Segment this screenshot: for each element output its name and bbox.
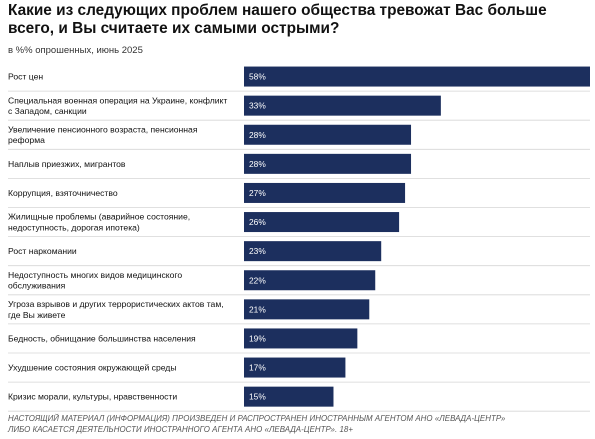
- bar: [244, 212, 400, 233]
- value-label: 22%: [249, 275, 266, 285]
- value-label: 58%: [249, 72, 266, 82]
- bar: [244, 299, 370, 320]
- bar: [244, 270, 376, 291]
- disclaimer-line-2: ЛИБО КАСАЕТСЯ ДЕЯТЕЛЬНОСТИ ИНОСТРАННОГО …: [8, 424, 354, 434]
- category-label: Рост наркомании: [8, 246, 77, 256]
- disclaimer-line-1: НАСТОЯЩИЙ МАТЕРИАЛ (ИНФОРМАЦИЯ) ПРОИЗВЕД…: [8, 414, 506, 423]
- category-label: Бедность, обнищание большинства населени…: [8, 333, 196, 343]
- value-label: 17%: [249, 363, 266, 373]
- category-label: Угроза взрывов и других террористических…: [8, 299, 224, 320]
- value-label: 21%: [249, 304, 266, 314]
- chart-subtitle: в %% опрошенных, июнь 2025: [8, 45, 143, 56]
- category-label: Рост цен: [8, 72, 43, 82]
- bar: [244, 124, 412, 145]
- category-label: Кризис морали, культуры, нравственности: [8, 392, 177, 402]
- value-label: 33%: [249, 101, 266, 111]
- value-label: 15%: [249, 392, 266, 402]
- value-label: 19%: [249, 333, 266, 343]
- category-label: Специальная военная операция на Украине,…: [8, 95, 227, 116]
- category-label: Ухудшение состояния окружающей среды: [8, 363, 177, 373]
- bar: [244, 66, 590, 87]
- bar: [244, 386, 334, 407]
- chart-title: Какие из следующих проблем нашего общест…: [8, 2, 547, 37]
- value-label: 28%: [249, 130, 266, 140]
- category-label: Наплыв приезжих, мигрантов: [8, 159, 126, 169]
- category-label: Увеличение пенсионного возраста, пенсион…: [8, 124, 198, 145]
- value-label: 28%: [249, 159, 266, 169]
- bar: [244, 182, 406, 203]
- value-label: 27%: [249, 188, 266, 198]
- bar: [244, 241, 382, 262]
- bar: [244, 153, 412, 174]
- bar: [244, 95, 441, 116]
- disclaimer-footer: НАСТОЯЩИЙ МАТЕРИАЛ (ИНФОРМАЦИЯ) ПРОИЗВЕД…: [8, 414, 588, 435]
- value-label: 23%: [249, 246, 266, 256]
- bar: [244, 328, 358, 349]
- category-label: Недоступность многих видов медицинского о…: [8, 270, 182, 291]
- category-label: Жилищные проблемы (аварийное состояние, н…: [8, 212, 190, 233]
- category-label: Коррупция, взяточничество: [8, 188, 118, 198]
- value-label: 26%: [249, 217, 266, 227]
- bar: [244, 357, 346, 378]
